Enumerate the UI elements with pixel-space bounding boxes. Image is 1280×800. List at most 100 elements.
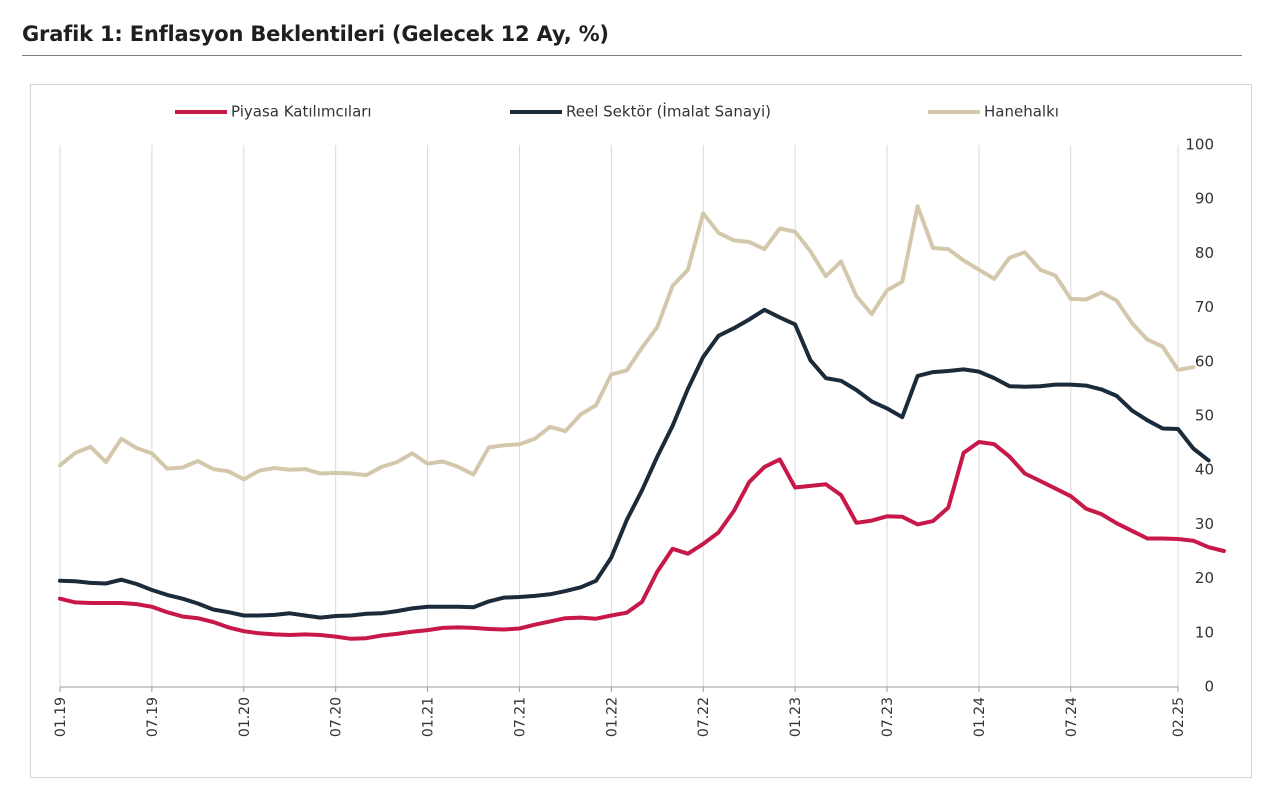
data-point (410, 630, 414, 634)
data-point (563, 589, 567, 593)
y-tick-label: 20 (1195, 569, 1214, 587)
data-point (395, 632, 399, 636)
data-point (1176, 368, 1180, 372)
data-point (242, 613, 246, 618)
data-point (1115, 394, 1119, 398)
data-point (150, 588, 154, 592)
data-point (272, 613, 277, 617)
data-point (150, 605, 154, 609)
data-point (1053, 274, 1058, 278)
data-point (1053, 382, 1058, 387)
data-point (716, 231, 721, 235)
data-point (425, 628, 430, 632)
data-point (364, 473, 368, 477)
y-tick-label: 30 (1195, 515, 1214, 533)
data-point (533, 623, 537, 627)
data-point (1007, 455, 1012, 459)
legend: Piyasa Katılımcıları Reel Sektör (İmalat … (175, 102, 1059, 121)
data-point (931, 519, 935, 523)
data-point (808, 358, 813, 362)
data-point (961, 258, 966, 263)
series-lines (58, 204, 1226, 641)
data-point (104, 581, 108, 586)
chart-title: Grafik 1: Enflasyon Beklentileri (Gelece… (22, 22, 609, 46)
data-point (517, 442, 522, 446)
data-point (134, 582, 139, 586)
data-point (517, 626, 522, 631)
data-point (609, 613, 613, 618)
data-point (1069, 382, 1073, 387)
data-point (747, 240, 751, 244)
data-point (1069, 297, 1073, 301)
data-point (1191, 446, 1195, 451)
data-point (196, 616, 200, 620)
data-point (456, 625, 460, 629)
data-point (870, 312, 874, 316)
data-point (732, 509, 736, 513)
data-point (870, 399, 874, 403)
data-point (594, 617, 598, 621)
data-point (226, 625, 231, 629)
data-point (839, 493, 843, 497)
y-tick-label: 10 (1195, 623, 1214, 641)
data-point (1161, 536, 1165, 541)
data-point (716, 530, 721, 535)
data-point (946, 247, 950, 251)
data-point (655, 569, 659, 574)
data-point (793, 230, 797, 234)
data-point (977, 369, 981, 374)
legend-label-1: Piyasa Katılımcıları (231, 103, 372, 121)
data-point (579, 616, 583, 620)
data-point (334, 634, 338, 639)
data-point (165, 466, 169, 471)
series-points-1 (58, 440, 1226, 641)
data-point (686, 387, 690, 391)
data-point (303, 467, 307, 471)
data-point (380, 465, 384, 469)
data-point (226, 469, 231, 473)
data-point (579, 412, 583, 416)
data-point (502, 443, 506, 447)
y-tick-label: 50 (1195, 407, 1214, 425)
legend-label-2: Reel Sektör (İmalat Sanayi) (566, 102, 771, 121)
data-point (1207, 545, 1211, 549)
data-point (380, 611, 384, 615)
data-point (1084, 384, 1088, 388)
x-tick-label: 01.22 (604, 697, 620, 737)
data-point (609, 555, 613, 560)
data-point (89, 581, 93, 585)
data-point (533, 594, 537, 598)
data-point (640, 346, 644, 350)
x-tick-label: 01.23 (788, 697, 804, 737)
data-point (180, 597, 185, 601)
data-point (257, 613, 261, 618)
data-point (441, 605, 445, 609)
data-point (686, 268, 690, 272)
x-tick-label: 01.19 (53, 697, 69, 737)
data-point (885, 288, 889, 292)
data-point (946, 369, 950, 373)
data-point (916, 204, 920, 208)
data-point (487, 445, 491, 450)
x-tick-label: 07.21 (512, 697, 528, 737)
data-point (1161, 345, 1165, 349)
data-point (701, 211, 705, 215)
data-point (349, 471, 353, 476)
chart-frame (30, 84, 1252, 778)
data-point (471, 626, 476, 630)
data-point (778, 315, 782, 319)
data-point (931, 246, 935, 250)
x-tick-label: 07.20 (329, 697, 345, 737)
data-point (870, 519, 874, 523)
data-point (517, 595, 522, 599)
data-point (946, 505, 950, 510)
data-point (134, 602, 139, 606)
data-point (487, 627, 491, 631)
data-point (502, 595, 506, 600)
data-point (196, 459, 200, 463)
data-point (1084, 507, 1088, 511)
data-point (288, 633, 292, 637)
data-point (257, 631, 261, 635)
data-point (104, 460, 108, 464)
data-point (655, 325, 659, 329)
